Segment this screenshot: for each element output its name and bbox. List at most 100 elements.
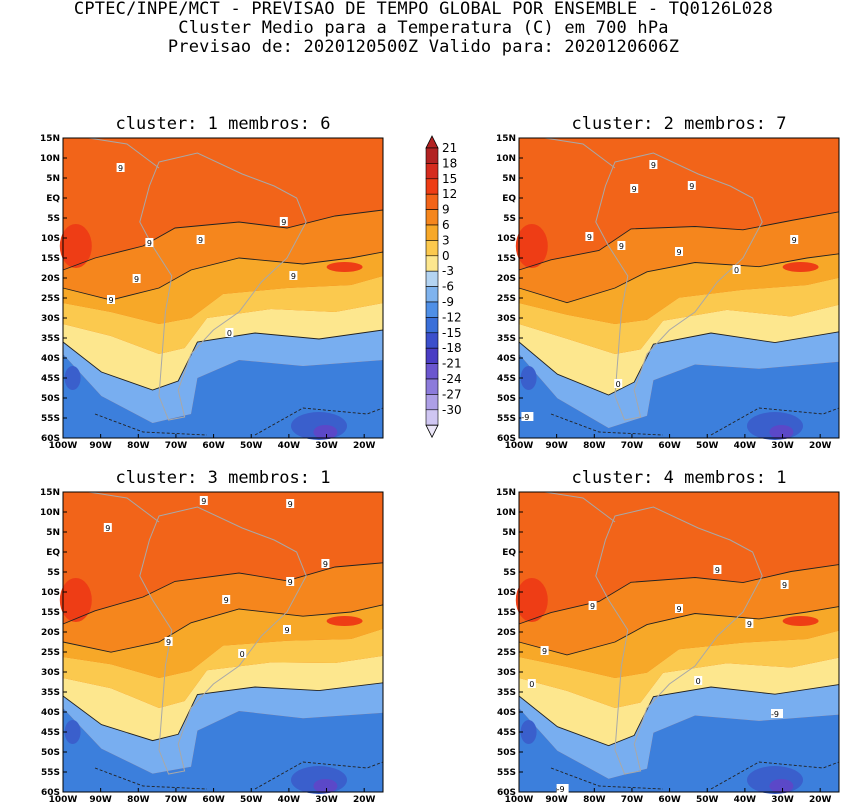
contour-minus-nine: [254, 761, 384, 790]
lat-label: 55S: [41, 414, 60, 424]
contour-label-box: [745, 619, 754, 628]
contour-label: 9: [288, 500, 293, 509]
temperature-band: [63, 682, 383, 774]
contour-minus-nine: [94, 413, 208, 436]
contour-label: 9: [590, 602, 595, 611]
lat-label: 50S: [41, 748, 60, 758]
coastline: [595, 506, 763, 775]
lat-label: 5N: [46, 528, 60, 538]
lat-label: 15N: [40, 488, 60, 498]
colorbar-label: -9: [442, 295, 454, 309]
lon-label: 50W: [240, 441, 263, 451]
lat-label: 10S: [41, 234, 60, 244]
temperature-band: [519, 331, 839, 428]
lon-label: 70W: [621, 441, 644, 451]
title-line-3: Previsao de: 2020120500Z Valido para: 20…: [167, 37, 680, 57]
contour-label: 9: [224, 596, 229, 605]
title-line-1: CPTEC/INPE/MCT - PREVISAO DE TEMPO GLOBA…: [73, 0, 774, 19]
contour-label-box: [196, 235, 205, 244]
panel-frame: [62, 491, 384, 793]
lat-label: 50S: [497, 748, 516, 758]
map-panel-3: 15N 10N 5N EQ 5S 10S 15S 20S 25S 30S 35S 40S 45S 50S 5…: [40, 488, 384, 803]
lon-label: 30W: [315, 795, 338, 803]
temperature-band: [519, 684, 839, 779]
contour-label-box: [540, 646, 549, 655]
colorbar-label: 3: [442, 233, 450, 247]
contour-label-box: [286, 499, 295, 508]
contour-label-box: [286, 577, 295, 586]
colorbar-label: 18: [442, 156, 457, 170]
temperature-band: [63, 210, 383, 300]
lat-label: 5S: [503, 214, 516, 224]
contour-label-box: [103, 523, 112, 532]
lat-label: 55S: [497, 414, 516, 424]
colorbar-swatch: [425, 209, 439, 226]
lat-label: EQ: [502, 194, 516, 204]
panel-3-title: cluster: 3 membros: 1: [115, 468, 331, 488]
contour-label-box: [556, 784, 569, 793]
contour-label-box: [132, 274, 141, 283]
lon-label: 20W: [809, 441, 832, 451]
panel-frame: [518, 491, 840, 793]
coastline: [595, 152, 763, 421]
lat-label: 30S: [41, 314, 60, 324]
lon-label: 100W: [49, 441, 78, 451]
colorbar-label: 15: [442, 172, 457, 186]
figure-title: CPTEC/INPE/MCT - PREVISAO DE TEMPO GLOBA…: [0, 0, 847, 57]
colorbar-label: -18: [442, 341, 462, 355]
lat-label: 10S: [497, 234, 516, 244]
contour-label-box: [694, 676, 703, 685]
coastline-central-america: [544, 137, 616, 169]
lat-label: 20S: [41, 628, 60, 638]
lat-label: 55S: [497, 768, 516, 778]
colorbar-swatch: [425, 270, 439, 287]
contour-nine: [62, 251, 384, 301]
lat-label: 15N: [40, 134, 60, 144]
contour-label-box: [588, 601, 597, 610]
colorbar-swatch: [425, 147, 439, 164]
cold-core: [64, 366, 81, 390]
colorbar-swatch: [425, 193, 439, 210]
colorbar-bottom-arrow: [425, 424, 439, 439]
colorbar-swatch: [425, 317, 439, 334]
contour-label: 9: [782, 581, 787, 590]
contour-label-box: [164, 637, 173, 646]
lat-label: 25S: [497, 294, 516, 304]
warm-core: [782, 262, 819, 272]
title-line-2: Cluster Medio para a Temperatura (C) em …: [178, 18, 669, 38]
contour-label-box: [780, 580, 789, 589]
temperature-band: [63, 655, 383, 741]
contour-nine-north: [62, 562, 384, 625]
colorbar-swatch: [425, 301, 439, 318]
contour-label: 9: [587, 233, 592, 242]
contour-label-box: [321, 559, 330, 568]
colorbar-swatch: [425, 347, 439, 364]
contour-label-box: [713, 565, 722, 574]
warm-core: [326, 616, 363, 626]
lon-label: 40W: [734, 441, 757, 451]
lon-label: 30W: [315, 441, 338, 451]
panel-frame: [518, 137, 840, 439]
lat-label: EQ: [502, 548, 516, 558]
lon-label: 40W: [278, 795, 301, 803]
cold-core: [313, 425, 338, 439]
lon-label: 20W: [809, 795, 832, 803]
contour-label: 9: [632, 185, 637, 194]
lon-label: 80W: [583, 795, 606, 803]
lat-label: 5N: [502, 174, 516, 184]
lat-label: 30S: [41, 668, 60, 678]
contour-label: 9: [198, 236, 203, 245]
contour-label: 9: [323, 560, 328, 569]
cold-core: [769, 779, 794, 793]
contour-label-box: [199, 496, 208, 505]
lon-label: 90W: [545, 441, 568, 451]
lon-label: 100W: [49, 795, 78, 803]
lon-label: 70W: [621, 795, 644, 803]
colorbar-label: -27: [442, 387, 462, 401]
contour-label: 9: [147, 239, 152, 248]
lon-label: 80W: [127, 441, 150, 451]
lon-label: 40W: [278, 441, 301, 451]
lat-label: 10N: [496, 508, 516, 518]
temperature-band: [519, 606, 839, 678]
